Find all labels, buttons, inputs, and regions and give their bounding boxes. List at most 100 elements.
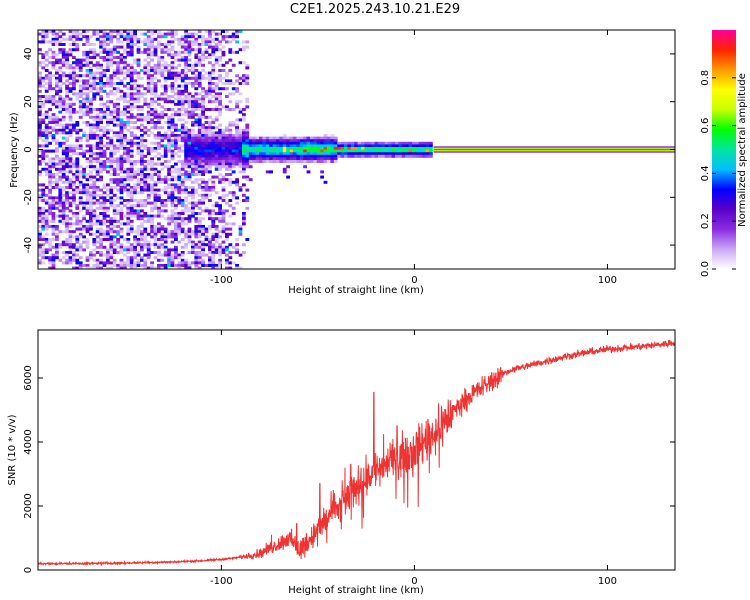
spectrogram-cell (180, 258, 185, 262)
spectrogram-cell (68, 66, 73, 70)
spectrogram-cell (170, 144, 175, 148)
spectrogram-cell (214, 118, 219, 122)
spectrogram-cell (51, 266, 56, 269)
spectrogram-cell (289, 141, 294, 145)
spectrogram-cell (160, 84, 165, 88)
spectrogram-cell (367, 147, 372, 150)
spectrogram-cell (133, 175, 137, 179)
spectrogram-cell (95, 92, 100, 96)
spectrogram-cell (106, 253, 110, 257)
spectrogram-cell (187, 43, 192, 46)
spectrogram-cell (51, 232, 56, 236)
spectrogram-cell (92, 217, 97, 221)
spectrogram-cell (177, 58, 182, 62)
spectrogram-cell (211, 188, 216, 192)
spectrogram-cell (187, 214, 192, 218)
spectrogram-cell (150, 43, 154, 46)
spectrogram-cell (197, 45, 202, 49)
spectrogram-x-tick-label: 100 (598, 275, 617, 286)
spectrogram-cell (282, 167, 287, 171)
spectrogram-cell (163, 50, 168, 54)
spectrogram-cell (391, 149, 396, 153)
spectrogram-cell (68, 217, 73, 221)
spectrogram-cell (191, 240, 195, 244)
spectrogram-cell (279, 144, 284, 148)
spectrogram-cell (245, 100, 250, 104)
spectrogram-cell (197, 84, 202, 88)
spectrogram-cell (170, 175, 175, 179)
spectrogram-cell (174, 37, 178, 41)
spectrogram-cell (177, 199, 182, 202)
spectrogram-cell (211, 186, 216, 189)
spectrogram-cell (208, 167, 212, 171)
spectrogram-cell (174, 248, 178, 252)
spectrogram-cell (242, 162, 246, 166)
spectrogram-cell (95, 245, 100, 249)
spectrogram-cell (85, 43, 90, 46)
spectrogram-cell (221, 105, 226, 109)
spectrogram-cell (170, 240, 175, 244)
spectrogram-cell (140, 84, 144, 88)
spectrogram-cell (191, 121, 195, 124)
spectrogram-cell (89, 154, 93, 158)
spectrogram-cell (99, 102, 103, 106)
spectrogram-cell (228, 256, 233, 260)
spectrogram-cell (48, 180, 52, 184)
spectrogram-cell (160, 58, 165, 62)
spectrogram-cell (323, 152, 328, 156)
spectrogram-cell (204, 206, 209, 210)
spectrogram-cell (378, 152, 382, 156)
spectrogram-cell (208, 243, 212, 247)
spectrogram-cell (170, 121, 175, 124)
spectrogram-cell (109, 160, 114, 163)
spectrogram-cell (197, 149, 202, 153)
spectrogram-cell (75, 110, 80, 114)
spectrogram-cell (248, 178, 253, 182)
spectrogram-cell (208, 136, 212, 140)
spectrogram-cell (85, 35, 90, 39)
spectrogram-cell (119, 165, 124, 169)
spectrogram-cell (191, 144, 195, 148)
spectrogram-cell (255, 154, 260, 158)
spectrogram-cell (116, 134, 120, 137)
spectrogram-cell (167, 165, 171, 169)
spectrogram-cell (95, 266, 100, 269)
spectrogram-cell (194, 243, 199, 247)
spectrogram-cell (119, 170, 124, 174)
spectrogram-cell (228, 214, 233, 218)
spectrogram-cell (429, 154, 433, 158)
spectrogram-cell (112, 110, 117, 114)
spectrogram-cell (221, 30, 226, 33)
spectrogram-cell (252, 157, 256, 161)
spectrogram-cell (85, 178, 90, 182)
spectrogram-cell (41, 193, 46, 197)
spectrogram-cell (425, 154, 430, 158)
spectrogram-cell (38, 32, 42, 36)
spectrogram-cell (44, 167, 49, 171)
spectrogram-cell (197, 225, 202, 228)
spectrogram-cell (163, 84, 168, 88)
spectrogram-cell (38, 196, 42, 200)
spectrogram-cell (126, 245, 131, 249)
spectrogram-cell (204, 115, 209, 119)
spectrogram-cell (143, 201, 148, 205)
spectrogram-cell (231, 123, 236, 127)
spectrogram-cell (395, 141, 399, 145)
spectrogram-cell (191, 248, 195, 252)
spectrogram-cell (133, 69, 137, 72)
spectrogram-cell (123, 199, 127, 202)
spectrogram-cell (286, 160, 290, 163)
spectrogram-cell (51, 227, 56, 231)
spectrogram-cell (221, 165, 226, 169)
spectrogram-cell (143, 160, 148, 163)
spectrogram-cell (112, 248, 117, 252)
spectrogram-cell (180, 219, 185, 223)
spectrogram-cell (163, 87, 168, 91)
spectrogram-cell (201, 180, 205, 184)
spectrogram-cell (68, 245, 73, 249)
spectrogram-cell (174, 225, 178, 228)
spectrogram-cell (99, 66, 103, 70)
spectrogram-cell (140, 123, 144, 127)
spectrogram-cell (177, 173, 182, 176)
spectrogram-cell (425, 147, 430, 150)
